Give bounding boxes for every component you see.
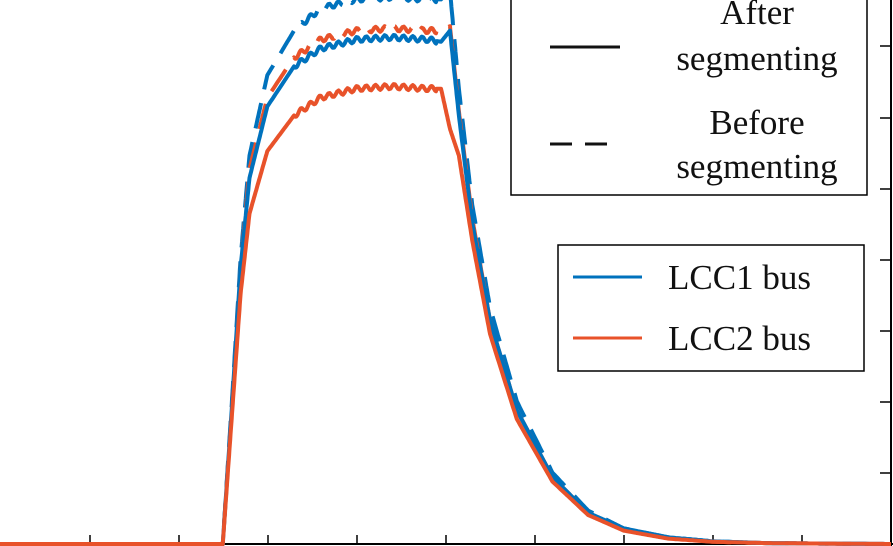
legend-lcc1-label: LCC1 bus — [668, 258, 811, 297]
legend-bus: LCC1 bus LCC2 bus — [557, 244, 865, 372]
series-lcc2-bus-after — [0, 82, 891, 546]
legend-after-line1: After — [720, 0, 794, 32]
legend-linestyle-box — [510, 0, 868, 196]
legend-lcc2-label: LCC2 bus — [668, 319, 811, 358]
legend-bus-box — [557, 244, 865, 372]
legend-before-line1: Before — [709, 103, 804, 142]
legend-linestyle: After segmenting Before segmenting — [510, 0, 868, 196]
legend-after-line2: segmenting — [676, 39, 837, 78]
legend-before-line2: segmenting — [676, 147, 837, 186]
